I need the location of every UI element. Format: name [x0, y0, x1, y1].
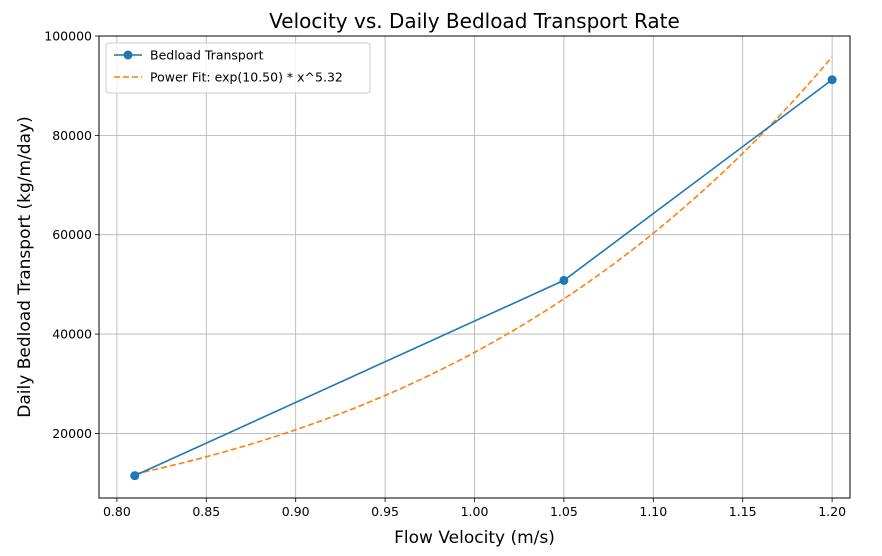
- legend-label-power-fit: Power Fit: exp(10.50) * x^5.32: [150, 70, 343, 85]
- series-layer: [130, 56, 837, 481]
- y-ticks: 20000 40000 60000 80000 100000: [44, 29, 99, 441]
- y-tick-label: 40000: [52, 327, 92, 342]
- grid: [99, 35, 850, 498]
- x-tick-label: 1.15: [729, 504, 757, 519]
- x-ticks: 0.80 0.85 0.90 0.95 1.00 1.05 1.10 1.15 1.20: [103, 498, 846, 519]
- y-tick-label: 60000: [52, 227, 92, 242]
- x-tick-label: 1.05: [550, 504, 578, 519]
- x-tick-label: 0.90: [282, 504, 310, 519]
- y-tick-label: 20000: [52, 426, 92, 441]
- series-line-bedload-transport: [134, 79, 833, 477]
- data-point: [559, 275, 569, 285]
- data-point: [130, 471, 140, 481]
- x-axis-label: Flow Velocity (m/s): [394, 528, 555, 548]
- legend-box: [105, 42, 371, 94]
- x-tick-label: 0.95: [371, 504, 399, 519]
- legend-label-bedload-transport: Bedload Transport: [150, 48, 264, 63]
- x-tick-label: 0.85: [192, 504, 220, 519]
- x-tick-label: 0.80: [103, 504, 131, 519]
- x-tick-label: 1.00: [461, 504, 489, 519]
- fit-line-power: [134, 56, 833, 475]
- x-tick-label: 1.10: [639, 504, 667, 519]
- data-point: [827, 75, 837, 85]
- y-tick-label: 100000: [44, 29, 92, 44]
- y-axis-label: Daily Bedload Transport (kg/m/day): [15, 116, 35, 417]
- x-tick-label: 1.20: [818, 504, 846, 519]
- y-tick-label: 80000: [52, 128, 92, 143]
- chart-title: Velocity vs. Daily Bedload Transport Rat…: [269, 9, 680, 33]
- legend: Bedload Transport Power Fit: exp(10.50) …: [105, 42, 371, 94]
- legend-marker-bedload-transport: [123, 50, 133, 60]
